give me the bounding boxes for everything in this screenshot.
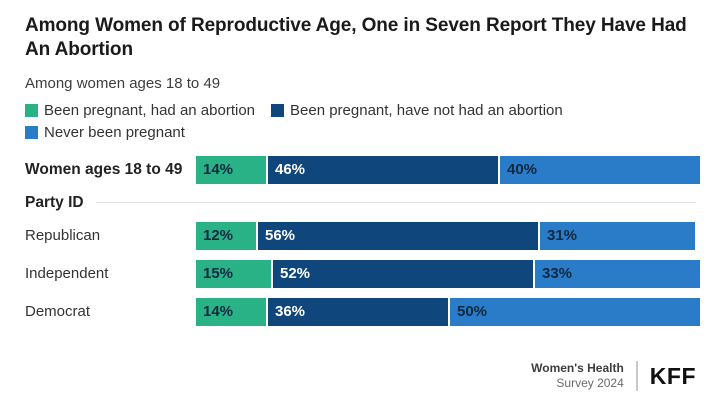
bar: 14% 36% 50% [196, 297, 700, 326]
source-line2: Survey 2024 [556, 376, 624, 391]
bar-segment-abortion: 15% [196, 259, 271, 288]
stacked-bar-chart: Women ages 18 to 49 14% 46% 40% Party ID… [25, 155, 700, 326]
bar-row-democrat: Democrat 14% 36% 50% [25, 297, 700, 326]
bar-segment-abortion: 14% [196, 297, 266, 326]
value-label: 36% [275, 302, 306, 320]
row-label: Independent [25, 265, 109, 283]
page-title: Among Women of Reproductive Age, One in … [25, 15, 687, 61]
bar-segment-never-pregnant: 31% [540, 221, 695, 250]
value-label: 40% [507, 160, 538, 178]
section-label: Party ID [25, 193, 84, 211]
bar-segment-never-pregnant: 40% [500, 155, 700, 184]
bar: 14% 46% 40% [196, 155, 700, 184]
bar-segment-never-pregnant: 50% [450, 297, 700, 326]
source-line1: Women's Health [531, 360, 624, 375]
legend-row: Never been pregnant [25, 124, 695, 141]
value-label: 12% [203, 226, 234, 244]
legend-label: Been pregnant, have not had an abortion [290, 101, 563, 119]
bar-row-all-women: Women ages 18 to 49 14% 46% 40% [25, 155, 700, 184]
bar-segment-no-abortion: 52% [273, 259, 533, 288]
section-divider [95, 202, 696, 204]
value-label: 46% [275, 160, 306, 178]
value-label: 33% [542, 264, 573, 282]
value-label: 14% [203, 160, 234, 178]
value-label: 50% [457, 302, 488, 320]
value-label: 14% [203, 302, 234, 320]
legend-item-never-pregnant: Never been pregnant [25, 124, 185, 141]
bar: 15% 52% 33% [196, 259, 700, 288]
bar-segment-no-abortion: 56% [258, 221, 538, 250]
bar-segment-abortion: 12% [196, 221, 256, 250]
legend-swatch-icon [271, 103, 285, 117]
row-label: Republican [25, 227, 101, 245]
value-label: 15% [203, 264, 234, 282]
value-label: 31% [547, 226, 578, 244]
section-header-party-id: Party ID [25, 194, 696, 212]
legend-label: Been pregnant, had an abortion [44, 101, 256, 119]
bar-segment-no-abortion: 36% [268, 297, 448, 326]
bar: 12% 56% 31% [196, 221, 695, 250]
bar-row-republican: Republican 12% 56% 31% [25, 221, 696, 250]
legend-swatch-icon [25, 103, 38, 117]
bar-segment-abortion: 14% [196, 155, 266, 184]
value-label: 56% [265, 226, 296, 244]
legend-swatch-icon [25, 125, 38, 139]
row-label: Democrat [25, 303, 91, 321]
source-attribution: Women's Health Survey 2024 [531, 361, 624, 392]
bar-row-independent: Independent 15% 52% 33% [25, 259, 700, 288]
row-label: Women ages 18 to 49 [25, 160, 183, 178]
legend-item-no-abortion: Been pregnant, have not had an abortion [271, 102, 563, 119]
footer: Women's Health Survey 2024 KFF [531, 361, 696, 392]
legend-label: Never been pregnant [44, 123, 185, 141]
bar-segment-never-pregnant: 33% [535, 259, 700, 288]
legend-item-abortion: Been pregnant, had an abortion [25, 102, 255, 119]
legend: Been pregnant, had an abortion Been preg… [25, 102, 695, 141]
value-label: 52% [280, 264, 311, 282]
chart-subtitle: Among women ages 18 to 49 [25, 74, 221, 92]
bar-segment-no-abortion: 46% [268, 155, 498, 184]
kff-logo: KFF [649, 362, 696, 389]
footer-divider [635, 361, 638, 392]
legend-row: Been pregnant, had an abortion Been preg… [25, 102, 695, 119]
